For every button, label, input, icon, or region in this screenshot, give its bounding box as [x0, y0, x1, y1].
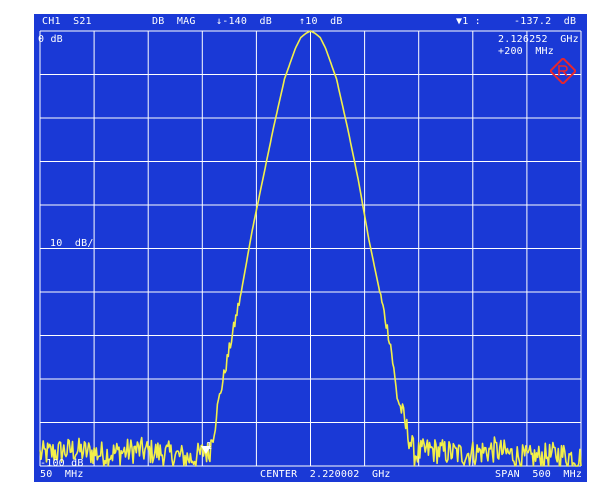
- scale-bottom-label: ↓-140 dB: [216, 16, 272, 27]
- span-label: SPAN 500 MHz: [495, 469, 583, 480]
- trace-plot: [39, 30, 582, 467]
- scale-top-label: ↑10 dB: [299, 16, 343, 27]
- scale-per-division-label: 10 dB/: [50, 238, 94, 249]
- marker-readout-value: -137.2 dB: [514, 16, 577, 27]
- marker-number: 1: [206, 441, 213, 452]
- start-frequency-label: 50 MHz: [40, 469, 84, 480]
- channel-label: CH1 S21: [42, 16, 92, 27]
- trace-line: [39, 30, 582, 467]
- brand-logo-icon: [550, 58, 576, 84]
- format-label: DB MAG: [152, 16, 196, 27]
- reference-level-label: 0 dB: [38, 34, 63, 45]
- analyzer-screen: CH1 S21 DB MAG ↓-140 dB ↑10 dB ▼1 : -137…: [34, 14, 587, 482]
- marker-triangle-icon: [201, 446, 211, 454]
- bottom-reference-label: -100 dB: [40, 458, 84, 469]
- marker-offset: +200 MHz: [498, 46, 554, 57]
- marker-frequency: 2.126252 GHz: [498, 34, 579, 45]
- marker-readout-label: ▼1 :: [456, 16, 481, 27]
- center-frequency-label: CENTER 2.220002 GHz: [260, 469, 391, 480]
